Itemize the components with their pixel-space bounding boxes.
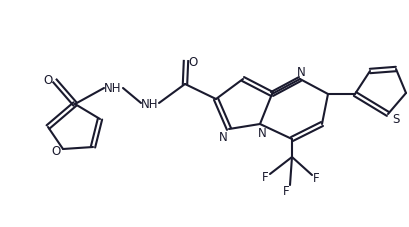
Text: F: F [313,172,319,185]
Text: O: O [43,73,53,86]
Text: S: S [392,113,400,126]
Text: F: F [262,171,268,184]
Text: N: N [297,65,306,78]
Text: O: O [52,145,61,158]
Text: NH: NH [141,98,159,111]
Text: N: N [219,131,227,144]
Text: NH: NH [104,81,122,94]
Text: F: F [283,185,289,198]
Text: N: N [258,127,266,140]
Text: O: O [189,56,198,69]
